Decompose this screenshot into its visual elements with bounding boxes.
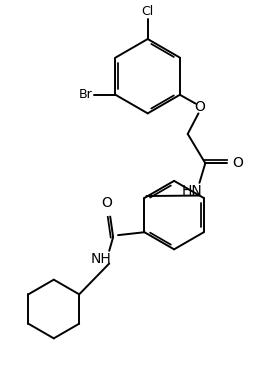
- Text: O: O: [101, 196, 112, 210]
- Text: O: O: [194, 100, 205, 114]
- Text: O: O: [233, 156, 244, 170]
- Text: Cl: Cl: [142, 5, 154, 18]
- Text: Br: Br: [78, 88, 92, 101]
- Text: NH: NH: [91, 252, 112, 266]
- Text: HN: HN: [181, 183, 202, 198]
